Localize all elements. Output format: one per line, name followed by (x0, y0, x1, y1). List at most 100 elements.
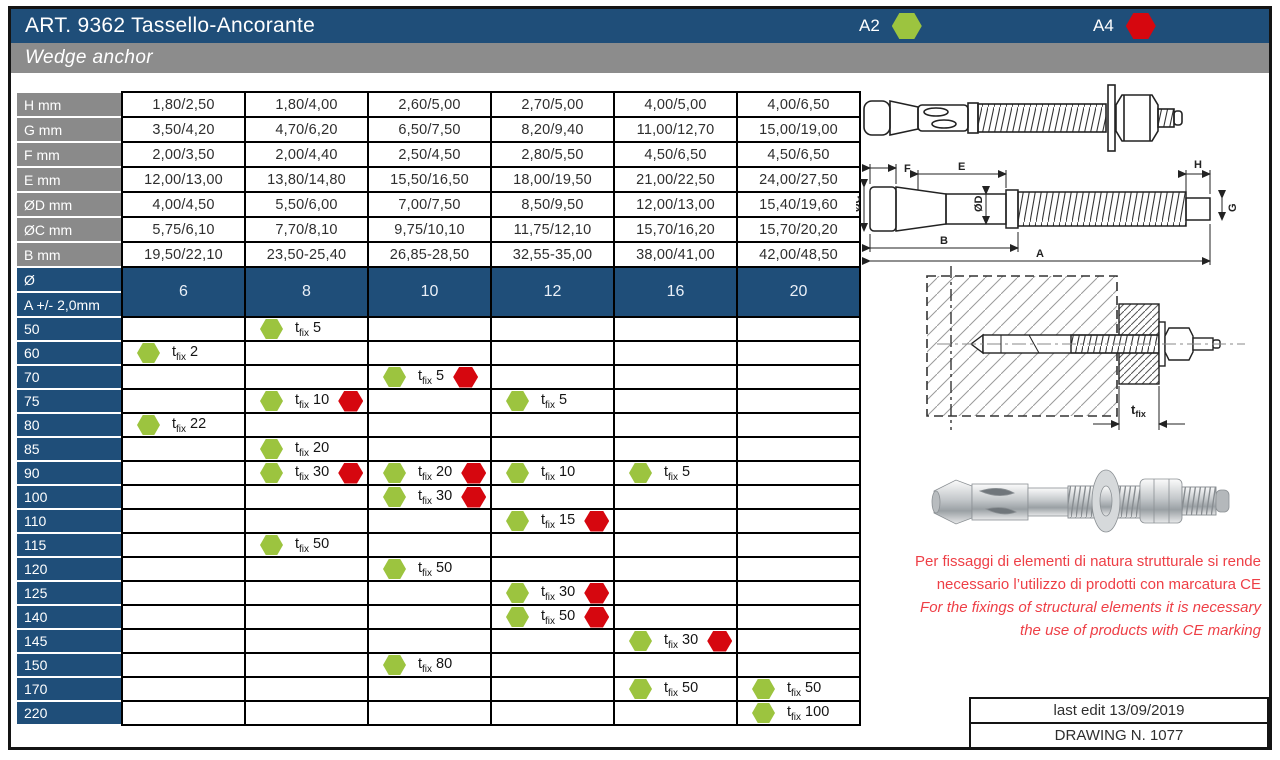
spec-row-label: B mm (17, 243, 121, 268)
tfix-cell (738, 630, 859, 652)
tfix-cell (615, 534, 736, 556)
anchor-length-label: 75 (17, 390, 121, 414)
red-hexagon-marker (338, 390, 364, 412)
tfix-cell: tfix 2 (123, 342, 244, 364)
tfix-cell (123, 438, 244, 460)
a4-label: A4 (1093, 16, 1114, 35)
tfix-cell (123, 462, 244, 484)
tfix-cell (492, 414, 613, 436)
diameter-header-cell: 10 (369, 268, 490, 316)
red-hexagon-marker (461, 462, 487, 484)
tfix-label: tfix 30 (295, 463, 330, 483)
anchor-length-label: 145 (17, 630, 121, 654)
tfix-label: tfix 30 (541, 583, 576, 603)
green-hexagon-marker (260, 535, 283, 555)
tfix-cell (615, 702, 736, 724)
spec-row-label: ØD mm (17, 193, 121, 218)
anchor-length-label: 110 (17, 510, 121, 534)
tfix-cell: tfix 15 (492, 510, 613, 532)
tfix-cell (615, 510, 736, 532)
spec-value-cell: 4,50/6,50 (615, 143, 736, 166)
tfix-cell (123, 318, 244, 340)
spec-value-cell: 19,50/22,10 (123, 243, 244, 266)
installation-section-drawing: tfix (926, 266, 1245, 430)
tfix-label: tfix 50 (541, 607, 576, 627)
tfix-cell: tfix 100 (738, 702, 859, 724)
anchor-line-drawing (863, 84, 1183, 152)
tfix-cell: tfix 50 (246, 534, 367, 556)
tfix-cell: tfix 30 (369, 486, 490, 508)
spec-value-cell: 4,00/6,50 (738, 93, 859, 116)
anchor-length-label: 70 (17, 366, 121, 390)
tfix-cell: tfix 10 (492, 462, 613, 484)
tfix-cell (369, 582, 490, 604)
tfix-cell (369, 438, 490, 460)
green-hexagon-marker (260, 391, 283, 411)
tfix-cell (615, 606, 736, 628)
green-hexagon-marker (260, 463, 283, 483)
tfix-cell (492, 678, 613, 700)
tfix-cell (123, 390, 244, 412)
ce-note-line-1: Per fissaggi di elementi di natura strut… (914, 553, 1261, 570)
tfix-cell (369, 510, 490, 532)
tfix-cell (615, 438, 736, 460)
spec-value-cell: 8,20/9,40 (492, 118, 613, 141)
tfix-cell (369, 318, 490, 340)
tfix-label: tfix 30 (418, 487, 453, 507)
ce-note-line-2: necessario l’utilizzo di prodotti con ma… (936, 576, 1261, 593)
spec-value-cell: 1,80/2,50 (123, 93, 244, 116)
spec-value-cell: 4,70/6,20 (246, 118, 367, 141)
tfix-label: tfix 80 (418, 655, 453, 675)
anchor-length-label: 100 (17, 486, 121, 510)
green-hexagon-marker (629, 631, 652, 651)
page-subtitle: Wedge anchor (25, 47, 154, 68)
red-hexagon-marker (584, 510, 610, 532)
tfix-label: tfix 50 (418, 559, 453, 579)
a2-label: A2 (859, 16, 880, 35)
green-hexagon-marker (629, 463, 652, 483)
spec-value-cell: 6,50/7,50 (369, 118, 490, 141)
tfix-cell (246, 702, 367, 724)
tfix-cell (738, 534, 859, 556)
spec-row-label: E mm (17, 168, 121, 193)
tfix-cell (738, 342, 859, 364)
anchor-length-label: 90 (17, 462, 121, 486)
spec-value-cell: 7,70/8,10 (246, 218, 367, 241)
spec-value-cell: 4,00/5,00 (615, 93, 736, 116)
green-hexagon-marker (506, 607, 529, 627)
tfix-cell: tfix 50 (492, 606, 613, 628)
green-hexagon-marker (137, 343, 160, 363)
anchor-length-label: 115 (17, 534, 121, 558)
spec-value-cell: 5,75/6,10 (123, 218, 244, 241)
tfix-cell (369, 534, 490, 556)
spec-row-label: G mm (17, 118, 121, 143)
ce-note-line-4: the use of products with CE marking (1020, 622, 1261, 639)
spec-value-cell: 8,50/9,50 (492, 193, 613, 216)
tfix-cell (615, 390, 736, 412)
tfix-cell (738, 366, 859, 388)
tfix-cell (123, 582, 244, 604)
drawing-number-box: DRAWING N. 1077 (969, 722, 1269, 749)
tfix-cell: tfix 30 (615, 630, 736, 652)
tfix-cell (369, 342, 490, 364)
diameter-header-cell: 20 (738, 268, 859, 316)
tfix-cell (123, 510, 244, 532)
tfix-cell (492, 318, 613, 340)
tfix-cell (123, 534, 244, 556)
spec-value-cell: 1,80/4,00 (246, 93, 367, 116)
spec-value-cell: 2,00/4,40 (246, 143, 367, 166)
tfix-cell (738, 654, 859, 676)
dim-label-g: G (1227, 203, 1239, 212)
spec-value-cell: 12,00/13,00 (123, 168, 244, 191)
tfix-label: tfix 50 (295, 535, 330, 555)
green-hexagon-marker (752, 679, 775, 699)
green-hexagon-marker (383, 367, 406, 387)
spec-value-cell: 15,70/16,20 (615, 218, 736, 241)
a4-badge: A4 (1093, 9, 1156, 43)
spec-value-cell: 11,00/12,70 (615, 118, 736, 141)
tfix-cell (123, 702, 244, 724)
ce-note-line-3: For the fixings of structural elements i… (920, 599, 1261, 616)
subtitle-bar: Wedge anchor (11, 43, 1269, 73)
green-hexagon-marker (506, 391, 529, 411)
dim-label-h: H (1194, 159, 1202, 171)
